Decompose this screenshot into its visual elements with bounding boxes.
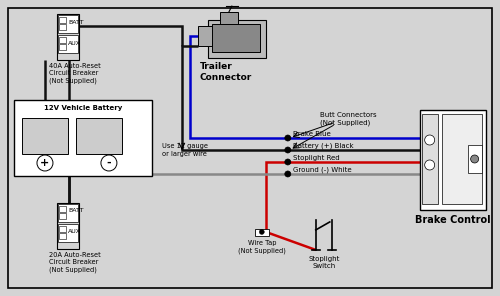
Bar <box>59 44 66 50</box>
Circle shape <box>285 159 291 165</box>
Bar <box>22 118 68 154</box>
Text: Wire Tap
(Not Supplied): Wire Tap (Not Supplied) <box>238 240 286 254</box>
Bar <box>198 26 212 46</box>
Text: BATT: BATT <box>68 20 84 25</box>
Circle shape <box>285 171 291 177</box>
Bar <box>58 35 78 53</box>
Bar <box>58 204 78 222</box>
Bar <box>59 226 66 232</box>
Circle shape <box>424 135 434 145</box>
Text: Stoplight
Switch: Stoplight Switch <box>308 256 340 269</box>
Text: Trailer
Connector: Trailer Connector <box>200 62 252 82</box>
Circle shape <box>470 155 478 163</box>
Text: 12V Vehicle Battery: 12V Vehicle Battery <box>44 105 122 111</box>
Text: AUX: AUX <box>68 229 81 234</box>
Circle shape <box>424 160 434 170</box>
Text: Battery (+) Black: Battery (+) Black <box>293 142 354 149</box>
Bar <box>59 213 66 219</box>
Bar <box>220 12 238 24</box>
Bar <box>255 229 269 236</box>
Circle shape <box>37 155 53 171</box>
Text: Butt Connectors
(Not Supplied): Butt Connectors (Not Supplied) <box>320 112 376 126</box>
Bar <box>59 17 66 23</box>
Circle shape <box>101 155 117 171</box>
Circle shape <box>260 229 264 234</box>
Text: +: + <box>40 158 50 168</box>
Bar <box>442 114 482 204</box>
Text: -: - <box>106 158 111 168</box>
Circle shape <box>285 147 291 153</box>
Text: Brake Control: Brake Control <box>415 215 490 225</box>
Text: Use 12 gauge
or larger wire: Use 12 gauge or larger wire <box>162 143 208 157</box>
Bar <box>422 114 438 204</box>
Bar <box>59 233 66 239</box>
Bar <box>57 203 79 249</box>
Bar <box>59 24 66 30</box>
Bar <box>59 37 66 43</box>
Bar <box>76 118 122 154</box>
Circle shape <box>285 135 291 141</box>
Bar <box>58 224 78 242</box>
Bar <box>420 110 486 210</box>
Bar <box>58 15 78 33</box>
Text: AUX: AUX <box>68 41 81 46</box>
Text: BATT: BATT <box>68 208 84 213</box>
Text: Ground (-) White: Ground (-) White <box>293 166 352 173</box>
Text: Stoplight Red: Stoplight Red <box>293 155 340 161</box>
Text: 20A Auto-Reset
Circuit Breaker
(Not Supplied): 20A Auto-Reset Circuit Breaker (Not Supp… <box>49 252 100 273</box>
Bar <box>468 145 481 173</box>
Text: Brake Blue: Brake Blue <box>293 131 331 137</box>
Bar <box>59 206 66 212</box>
Bar <box>14 100 152 176</box>
Bar <box>57 14 79 60</box>
Text: 40A Auto-Reset
Circuit Breaker
(Not Supplied): 40A Auto-Reset Circuit Breaker (Not Supp… <box>49 63 100 84</box>
Bar <box>208 20 266 58</box>
Bar <box>212 24 260 52</box>
